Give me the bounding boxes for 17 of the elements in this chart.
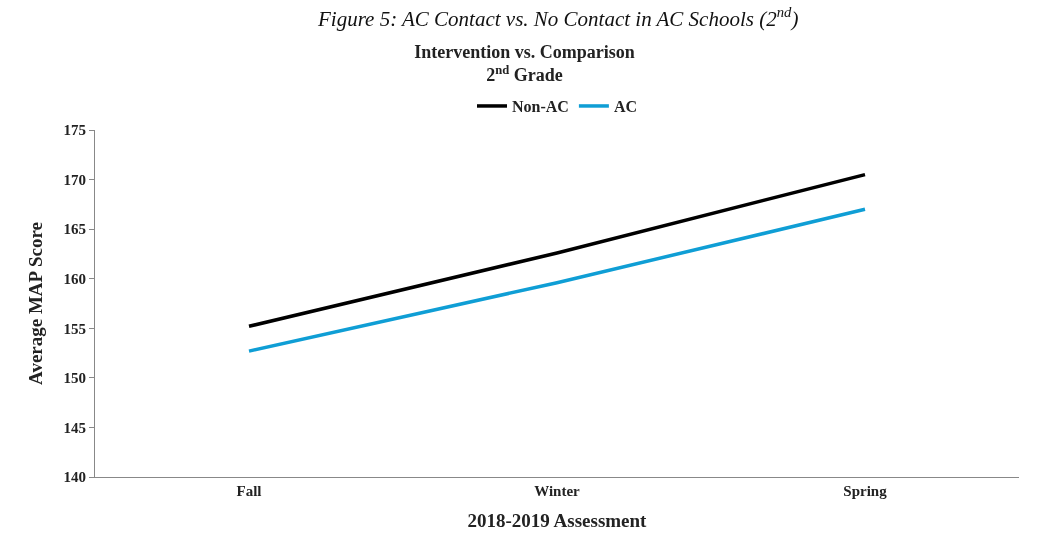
chart-title: Intervention vs. Comparison 2$^{nd}$ Grade [414,41,635,86]
x-axis-title: 2018-2019 Assessment [467,509,648,531]
x-tick-label: Spring [843,483,888,499]
legend-label: Non-AC [512,98,569,116]
y-tick-label: 150 [63,370,86,387]
x-tick-label: Fall [236,483,262,499]
y-axis-title: Average MAP Score [25,222,47,385]
legend-label: AC [613,98,637,116]
caption: Figure 5: AC Contact vs. No Contact in AC Schools (2$^{nd}$) [317,4,799,31]
y-tick-label: 160 [63,270,86,287]
y-tick-label: 165 [63,221,86,238]
x-tick-label: Winter [534,483,581,499]
y-tick-label: 140 [63,469,86,486]
y-tick-label: 175 [63,122,86,139]
y-tick-label: 155 [63,320,86,337]
y-tick-label: 170 [63,171,86,188]
y-tick-label: 145 [63,419,86,436]
